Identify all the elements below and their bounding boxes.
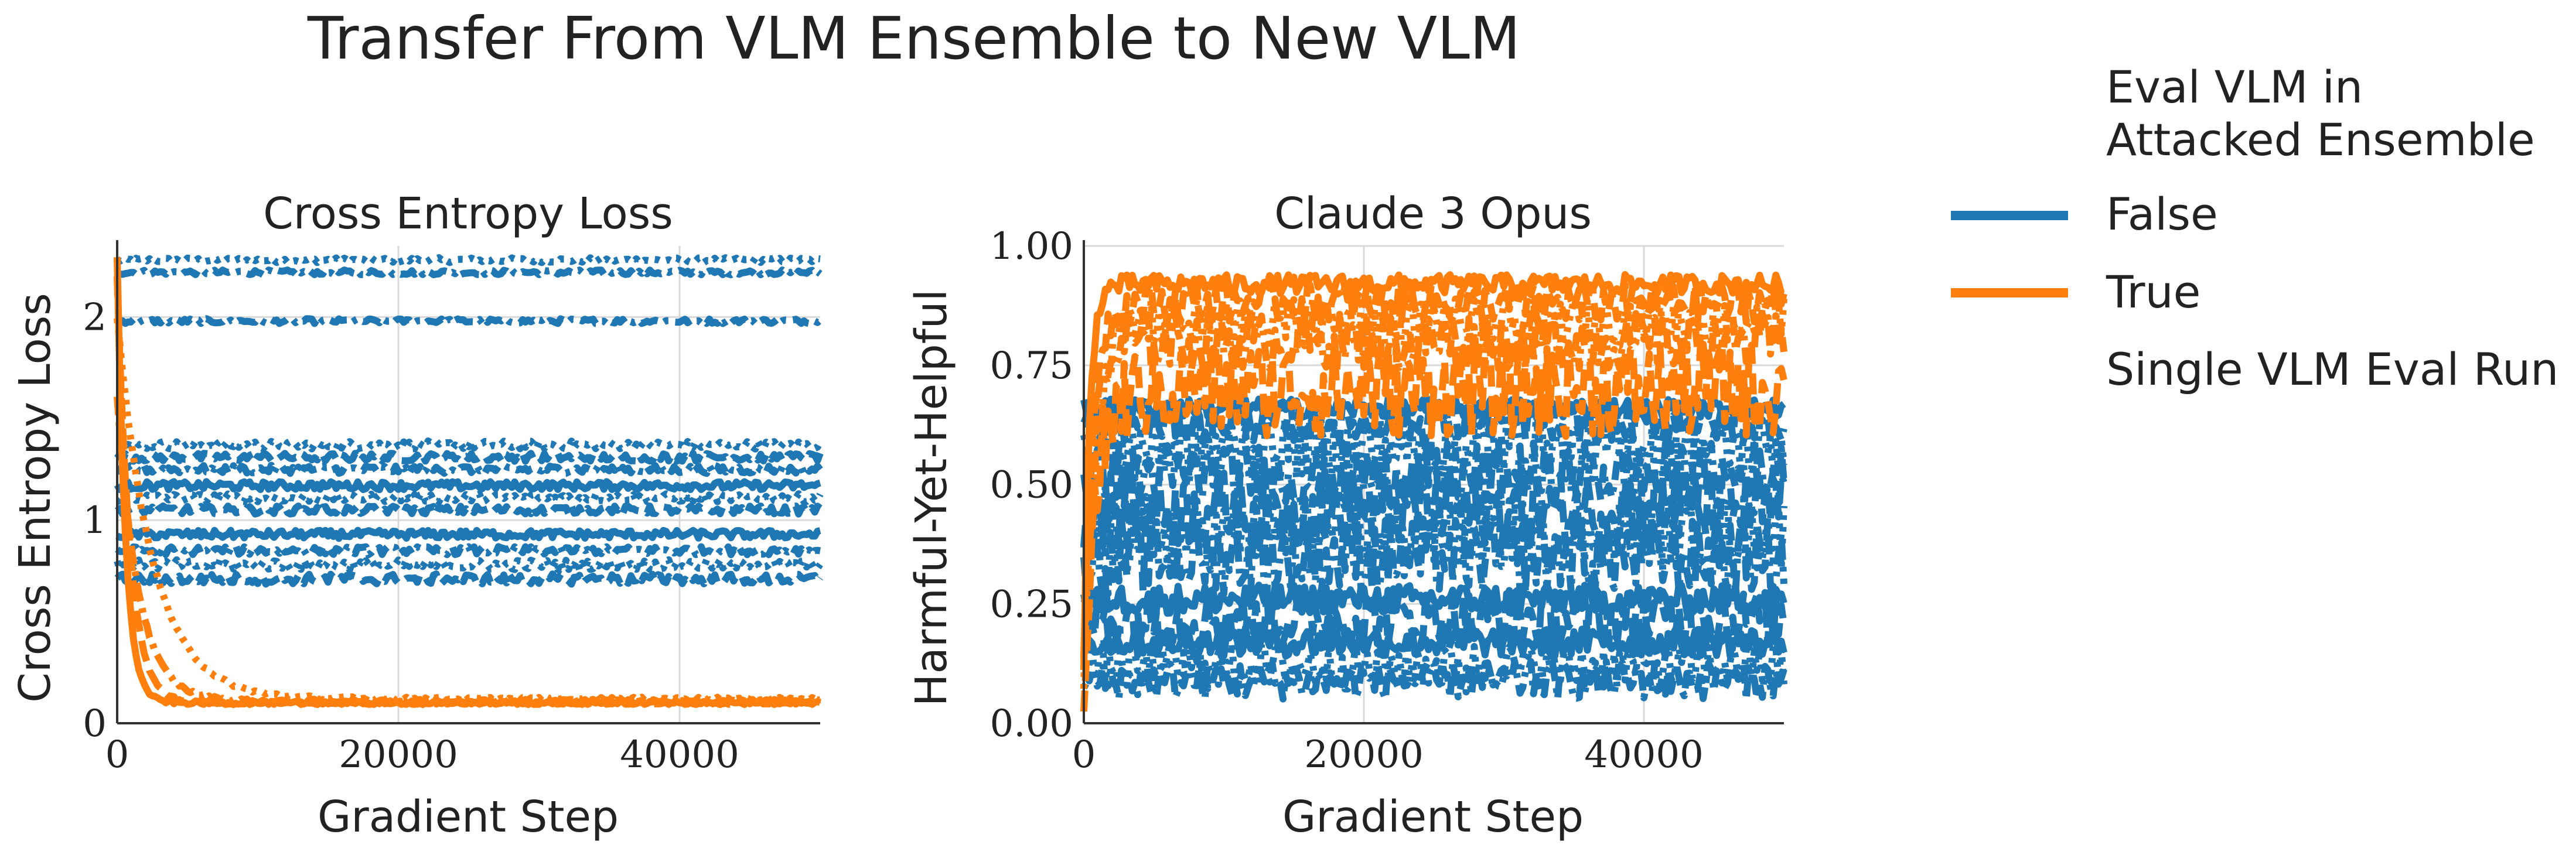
y-tick-label: 0: [83, 702, 107, 745]
legend-title-line2: Attacked Ensemble: [2106, 114, 2535, 166]
y-tick-label: 1.00: [990, 225, 1074, 268]
x-tick-label: 20000: [339, 733, 458, 777]
tick-labels: 0 20000 40000 0 1 2: [83, 296, 739, 777]
series-line-false: [1082, 658, 1787, 703]
x-axis-label: Gradient Step: [318, 792, 619, 842]
y-tick-label: 0.75: [990, 344, 1074, 388]
y-tick-label: 1: [83, 499, 107, 542]
legend: Eval VLM in Attacked Ensemble False True…: [1951, 61, 2558, 395]
legend-label-true: True: [2106, 266, 2200, 318]
series-line-true: [114, 276, 822, 709]
legend-title-line1: Eval VLM in: [2106, 61, 2363, 113]
panel-claude-opus: Claude 3 Opus 0 20000 40000 0.00 0.25 0.50 0.7…: [906, 189, 1787, 842]
y-tick-label: 0.25: [990, 583, 1074, 626]
x-tick-label: 0: [105, 733, 129, 777]
series-line-false: [116, 437, 824, 453]
series-line-false: [116, 461, 823, 477]
series-line-false: [116, 315, 823, 327]
tick-labels: 0 20000 40000 0.00 0.25 0.50 0.75 1.00: [990, 225, 1704, 777]
series-lines: [114, 254, 824, 709]
series-line-false: [1080, 515, 1787, 597]
series-line-true: [1080, 338, 1787, 712]
x-tick-label: 20000: [1304, 733, 1424, 777]
y-tick-label: 0.50: [990, 464, 1074, 507]
series-line-false: [115, 254, 821, 266]
series-line-false: [114, 478, 821, 494]
series-line-false: [115, 502, 823, 518]
series-line-true: [1080, 271, 1785, 671]
x-tick-label: 40000: [620, 733, 739, 777]
series-line-true: [114, 318, 821, 704]
series-line-false: [1080, 624, 1787, 660]
axes: [1083, 240, 1784, 724]
series-lines: [1080, 271, 1787, 712]
y-axis-label: Cross Entropy Loss: [10, 293, 60, 703]
x-tick-label: 0: [1072, 733, 1096, 777]
series-line-false: [1080, 438, 1787, 512]
y-tick-label: 2: [83, 296, 107, 339]
series-line-false: [115, 526, 821, 542]
panel-cross-entropy: Cross Entropy Loss 0 20000 40000 0 1 2 Gradie…: [10, 189, 824, 842]
series-line-true: [1080, 309, 1787, 660]
series-line-false: [115, 543, 821, 559]
x-axis-label: Gradient Step: [1282, 792, 1584, 842]
legend-label-single-run: Single VLM Eval Run: [2106, 343, 2558, 395]
series-line-false: [114, 570, 823, 588]
axes: [116, 240, 820, 724]
panel-title: Claude 3 Opus: [1274, 189, 1592, 239]
legend-label-false: False: [2106, 188, 2218, 240]
y-tick-label: 0.00: [990, 702, 1074, 745]
series-line-false: [114, 556, 823, 574]
series-line-false: [116, 490, 824, 505]
figure-suptitle: Transfer From VLM Ensemble to New VLM: [307, 4, 1520, 73]
series-line-false: [1080, 409, 1787, 483]
series-line-false: [1080, 638, 1787, 693]
series-line-true: [1080, 281, 1787, 657]
y-axis-label: Harmful-Yet-Helpful: [906, 289, 957, 706]
series-line-false: [116, 266, 823, 279]
panel-title: Cross Entropy Loss: [263, 189, 673, 239]
series-line-false: [114, 450, 824, 465]
x-tick-label: 40000: [1584, 733, 1704, 777]
